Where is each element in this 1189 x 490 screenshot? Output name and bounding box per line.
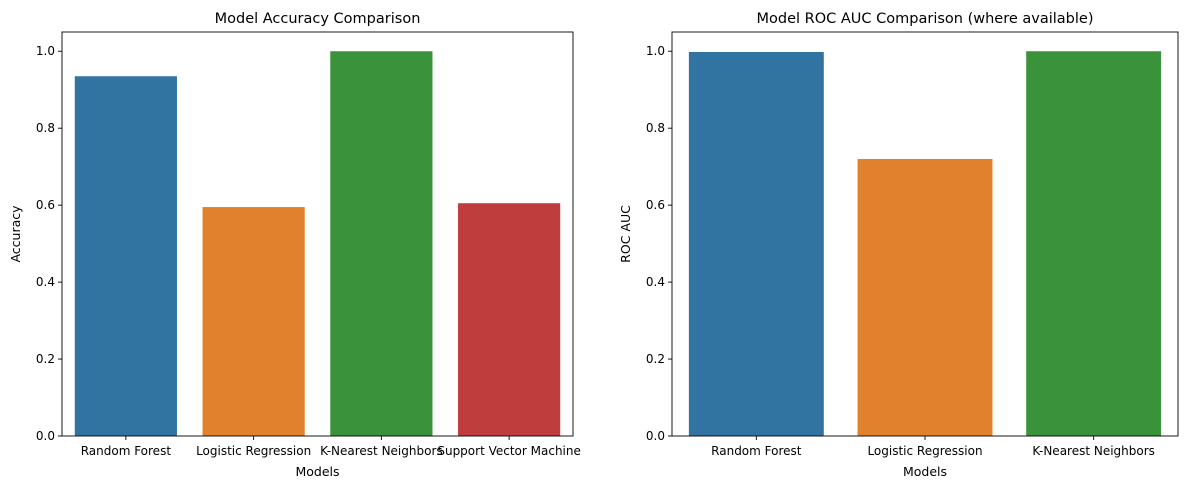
bar-random-forest [688,52,824,436]
x-tick-label: Logistic Regression [196,444,311,458]
bar-k-nearest-neighbors [330,51,433,436]
y-tick-label: 1.0 [36,44,55,58]
x-tick-label: Logistic Regression [867,444,982,458]
y-tick-label: 0.6 [36,198,55,212]
x-tick-label: Random Forest [711,444,802,458]
x-tick-label: K-Nearest Neighbors [320,444,443,458]
y-axis-label: Accuracy [8,205,23,263]
x-axis-label: Models [903,464,947,479]
x-tick-label: K-Nearest Neighbors [1032,444,1155,458]
y-tick-label: 0.0 [36,429,55,443]
y-tick-label: 0.4 [646,275,665,289]
y-tick-label: 0.0 [646,429,665,443]
x-axis-label: Models [295,464,339,479]
y-tick-label: 0.4 [36,275,55,289]
accuracy-chart: 0.0 0.2 0.4 0.6 0.8 1.0 Random Forest Logistic … [8,11,581,479]
chart-title: Model ROC AUC Comparison (where availabl… [757,11,1094,27]
bar-logistic-regression [857,158,993,436]
bar-k-nearest-neighbors [1026,51,1162,436]
y-tick-label: 1.0 [646,44,665,58]
bar-support-vector-machine [458,203,561,436]
y-axis-label: ROC AUC [618,205,633,263]
bar-random-forest [74,76,177,436]
y-tick-label: 0.6 [646,198,665,212]
roc-auc-chart: 0.0 0.2 0.4 0.6 0.8 1.0 Random Forest Logistic … [618,11,1179,479]
x-tick-label: Random Forest [81,444,172,458]
axes-frame [61,31,574,437]
y-tick-label: 0.8 [646,121,665,135]
y-tick-label: 0.8 [36,121,55,135]
y-tick-label: 0.2 [646,352,665,366]
bar-logistic-regression [202,207,305,436]
chart-title: Model Accuracy Comparison [215,11,421,27]
x-tick-label: Support Vector Machine [437,444,581,458]
y-tick-label: 0.2 [36,352,55,366]
